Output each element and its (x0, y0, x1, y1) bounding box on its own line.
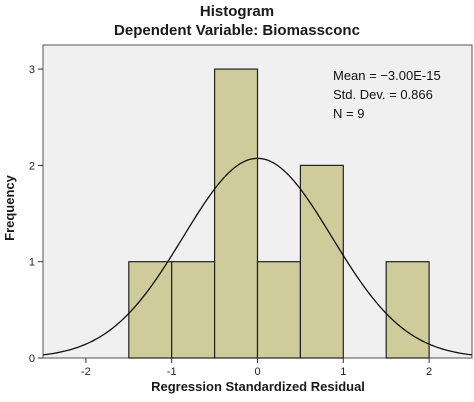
chart-title: Histogram (200, 3, 274, 20)
y-tick-label: 2 (29, 160, 35, 172)
y-tick-label: 0 (29, 353, 35, 365)
std-dev-label: Std. Dev. = 0.866 (333, 87, 433, 102)
x-tick-label: -2 (81, 366, 91, 378)
x-tick-label: -1 (167, 366, 177, 378)
histogram-bar-6 (385, 261, 430, 359)
bars-group (128, 68, 430, 359)
histogram-bar-4 (299, 164, 344, 359)
chart-subtitle: Dependent Variable: Biomassconc (114, 22, 360, 39)
x-axis-label: Regression Standardized Residual (151, 379, 365, 394)
x-tick-label: 1 (340, 366, 346, 378)
histogram-bar-1 (171, 261, 216, 359)
x-tick-label: 0 (254, 366, 260, 378)
y-tick-label: 1 (29, 257, 35, 269)
axes-group: -2 -1 0 1 2 0 1 2 3 (29, 64, 432, 378)
y-tick-label: 3 (29, 64, 35, 76)
x-tick-label: 2 (426, 366, 432, 378)
normal-curve (42, 157, 473, 356)
histogram-bar-2 (214, 68, 259, 359)
n-label: N = 9 (333, 106, 364, 121)
mean-label: Mean = −3.00E-15 (333, 68, 441, 83)
y-axis-label: Frequency (2, 174, 17, 241)
histogram-bar-3 (256, 261, 302, 359)
histogram-bar-0 (128, 261, 173, 359)
